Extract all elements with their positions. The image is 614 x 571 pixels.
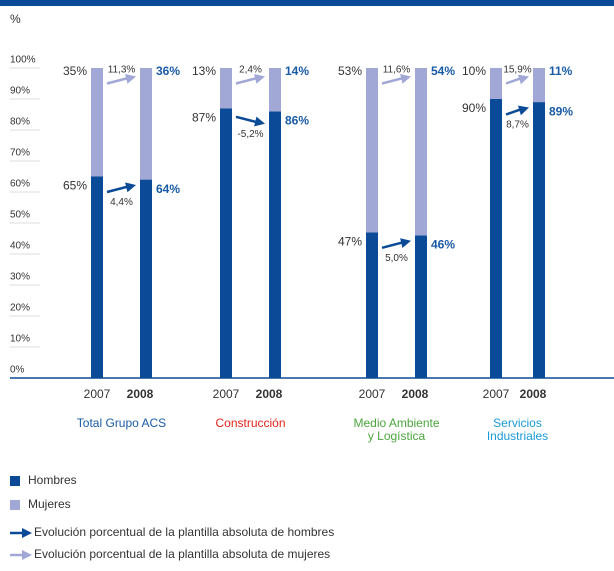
evolution-label: 11,6% — [383, 65, 411, 76]
y-tick-label: 10% — [10, 334, 30, 345]
data-label: 11% — [549, 64, 573, 78]
data-label: 54% — [431, 64, 455, 78]
bar-segment — [533, 68, 545, 103]
data-label: 65% — [63, 179, 87, 193]
y-tick-label: 20% — [10, 303, 30, 314]
x-tick-label: 2007 — [359, 387, 386, 401]
data-label: 14% — [285, 64, 309, 78]
bar-segment — [220, 108, 232, 379]
arrow-head — [400, 73, 411, 84]
arrow-head — [254, 73, 265, 84]
bar-segment — [490, 68, 502, 99]
data-label: 35% — [63, 64, 87, 78]
y-tick-label: 90% — [10, 86, 30, 97]
legend-label: Evolución porcentual de la plantilla abs… — [34, 547, 330, 561]
arrow-head — [517, 105, 529, 116]
evolution-label: 15,9% — [503, 65, 531, 76]
data-label: 87% — [192, 110, 216, 124]
legend-label: Hombres — [28, 473, 77, 487]
legend-swatch — [10, 476, 20, 486]
bar-segment — [269, 111, 281, 379]
data-label: 46% — [431, 238, 455, 252]
data-label: 10% — [462, 64, 486, 78]
y-tick-label: 40% — [10, 241, 30, 252]
evolution-arrow — [235, 76, 260, 85]
bar-segment — [366, 68, 378, 233]
y-tick-label: 100% — [10, 55, 36, 66]
data-label: 90% — [462, 101, 486, 115]
data-label: 47% — [338, 234, 362, 248]
legend-swatch — [10, 500, 20, 510]
evolution-arrow — [381, 240, 406, 250]
data-label: 86% — [285, 114, 309, 128]
bar-segment — [91, 176, 103, 378]
x-tick-label: 2007 — [483, 387, 510, 401]
x-tick-label: 2007 — [213, 387, 240, 401]
data-label: 36% — [156, 64, 180, 78]
x-tick-label: 2008 — [520, 387, 547, 401]
y-tick-label: 30% — [10, 272, 30, 283]
arrow-head — [254, 116, 265, 127]
evolution-label: 8,7% — [506, 120, 529, 131]
x-tick-label: 2008 — [127, 387, 154, 401]
group-label: Medio Ambiente — [353, 416, 439, 430]
bar-segment — [490, 99, 502, 378]
bar-segment — [140, 68, 152, 180]
evolution-label: 5,0% — [385, 253, 408, 264]
bar-segment — [533, 102, 545, 378]
y-tick-label: 70% — [10, 148, 30, 159]
x-tick-label: 2007 — [84, 387, 111, 401]
evolution-label: 11,3% — [108, 65, 136, 76]
group-label: Construcción — [215, 416, 285, 430]
legend-label: Evolución porcentual de la plantilla abs… — [34, 525, 334, 539]
x-tick-label: 2008 — [402, 387, 429, 401]
unit-label: % — [10, 12, 21, 26]
bar-segment — [366, 232, 378, 378]
legend-arrow-head — [22, 528, 32, 538]
arrow-head — [400, 238, 411, 249]
evolution-arrow — [235, 115, 260, 124]
data-label: 53% — [338, 64, 362, 78]
y-tick-label: 50% — [10, 210, 30, 221]
evolution-label: -5,2% — [237, 129, 263, 140]
arrow-head — [517, 74, 529, 85]
y-tick-label: 80% — [10, 117, 30, 128]
data-label: 89% — [549, 104, 573, 118]
data-label: 64% — [156, 182, 180, 196]
evolution-label: 2,4% — [239, 65, 262, 76]
y-tick-label: 0% — [10, 365, 25, 376]
evolution-arrow — [106, 184, 131, 194]
bar-segment — [91, 68, 103, 177]
data-label: 13% — [192, 64, 216, 78]
legend-arrow-head — [22, 550, 32, 560]
evolution-label: 4,4% — [110, 197, 133, 208]
bar-segment — [269, 68, 281, 112]
evolution-arrow — [381, 76, 406, 85]
arrow-head — [125, 182, 136, 193]
group-label: y Logística — [368, 429, 426, 443]
group-label: Industriales — [487, 429, 548, 443]
bar-segment — [415, 68, 427, 236]
bar-segment — [140, 179, 152, 378]
x-tick-label: 2008 — [256, 387, 283, 401]
bar-segment — [220, 68, 232, 109]
group-label: Servicios — [493, 416, 542, 430]
evolution-arrow — [106, 76, 131, 85]
arrow-head — [125, 73, 136, 84]
bar-segment — [415, 235, 427, 378]
group-label: Total Grupo ACS — [77, 416, 166, 430]
header-band — [0, 0, 614, 6]
legend-label: Mujeres — [28, 497, 71, 511]
y-tick-label: 60% — [10, 179, 30, 190]
